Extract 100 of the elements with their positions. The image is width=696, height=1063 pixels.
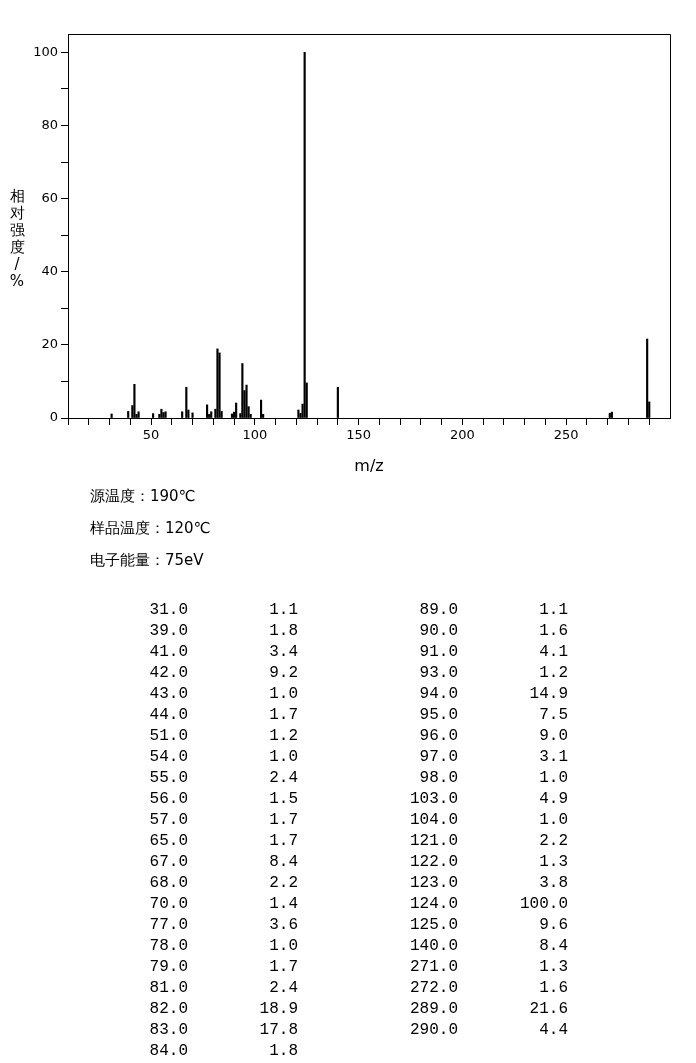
category-label: 79.0	[148, 957, 188, 978]
x-tick-label: 250	[553, 427, 579, 443]
category-label: 289.0	[409, 999, 458, 1020]
category-label: 140.0	[409, 936, 458, 957]
category-label: 44.0	[148, 705, 188, 726]
text: 1.7	[269, 706, 298, 724]
text: 8.4	[269, 853, 298, 871]
category-label: 98.0	[418, 768, 458, 789]
text: 1.8	[269, 1042, 298, 1060]
text: 1.0	[539, 811, 568, 829]
category-label: 67.0	[148, 852, 188, 873]
text: 源温度：190℃	[90, 486, 197, 507]
text: 2.4	[269, 979, 298, 997]
category-label: 55.0	[148, 768, 188, 789]
category-label: 77.0	[148, 915, 188, 936]
text: 电子能量：75eV	[90, 550, 205, 571]
text: 1.8	[269, 622, 298, 640]
text: 3.8	[539, 874, 568, 892]
text: 1.1	[269, 601, 298, 619]
x-tick-label: 50	[142, 427, 160, 443]
text: 1.2	[269, 727, 298, 745]
category-label: 103.0	[409, 789, 458, 810]
category-label: 123.0	[409, 873, 458, 894]
text: 1.0	[269, 937, 298, 955]
x-axis-title: m/z	[354, 455, 384, 475]
category-label: 81.0	[148, 978, 188, 999]
x-tick-label: 150	[346, 427, 372, 443]
category-label: 290.0	[409, 1020, 458, 1041]
category-label: 57.0	[148, 810, 188, 831]
text: 4.9	[539, 790, 568, 808]
text: 9.6	[539, 916, 568, 934]
text: 2.4	[269, 769, 298, 787]
text: 1.0	[539, 769, 568, 787]
text: 100.0	[519, 895, 568, 913]
category-label: 82.0	[148, 999, 188, 1020]
text: 7.5	[539, 706, 568, 724]
y-tick-label: 0	[49, 409, 58, 425]
y-tick-label: 40	[41, 263, 58, 279]
text: 9.2	[269, 664, 298, 682]
category-label: 70.0	[148, 894, 188, 915]
x-tick-label: 100	[242, 427, 268, 443]
text: 9.0	[539, 727, 568, 745]
text: 1.6	[539, 979, 568, 997]
text: 14.9	[529, 685, 568, 703]
category-label: 84.0	[148, 1041, 188, 1062]
y-tick-label: 20	[41, 336, 58, 352]
y-tick-label: 60	[41, 189, 58, 205]
category-label: 97.0	[418, 747, 458, 768]
text: 3.4	[269, 643, 298, 661]
category-label: 89.0	[418, 600, 458, 621]
category-label: 65.0	[148, 831, 188, 852]
text: 1.0	[269, 685, 298, 703]
category-label: 83.0	[148, 1020, 188, 1041]
text: 1.3	[539, 853, 568, 871]
category-label: 93.0	[418, 663, 458, 684]
text: 1.6	[539, 622, 568, 640]
text: 1.5	[269, 790, 298, 808]
text: 18.9	[259, 1000, 298, 1018]
category-label: 54.0	[148, 747, 188, 768]
category-label: 43.0	[148, 684, 188, 705]
text: 1.2	[539, 664, 568, 682]
category-label: 125.0	[409, 915, 458, 936]
category-label: 104.0	[409, 810, 458, 831]
text: 2.2	[539, 832, 568, 850]
text: 21.6	[529, 1000, 568, 1018]
text: 样品温度：120℃	[90, 518, 212, 539]
text: 4.1	[539, 643, 568, 661]
y-tick-label: 100	[33, 43, 58, 59]
text: 2.2	[269, 874, 298, 892]
category-label: 39.0	[148, 621, 188, 642]
y-tick-label: 80	[41, 116, 58, 132]
category-label: 41.0	[148, 642, 188, 663]
text: 1.7	[269, 811, 298, 829]
category-label: 122.0	[409, 852, 458, 873]
category-label: 96.0	[418, 726, 458, 747]
category-label: 95.0	[418, 705, 458, 726]
category-label: 51.0	[148, 726, 188, 747]
text: 1.3	[539, 958, 568, 976]
category-label: 121.0	[409, 831, 458, 852]
text: 17.8	[259, 1021, 298, 1039]
text: 3.6	[269, 916, 298, 934]
x-tick-label: 200	[450, 427, 475, 443]
category-label: 91.0	[418, 642, 458, 663]
y-axis-title: 相对强度/%	[8, 187, 26, 290]
category-label: 90.0	[418, 621, 458, 642]
text: 4.4	[539, 1021, 568, 1039]
category-label: 42.0	[148, 663, 188, 684]
category-label: 94.0	[418, 684, 458, 705]
text: 1.1	[539, 601, 568, 619]
text: 3.1	[539, 748, 568, 766]
text: 1.0	[269, 748, 298, 766]
category-label: 78.0	[148, 936, 188, 957]
category-label: 271.0	[409, 957, 458, 978]
text: 1.7	[269, 832, 298, 850]
category-label: 272.0	[409, 978, 458, 999]
category-label: 68.0	[148, 873, 188, 894]
text: 8.4	[539, 937, 568, 955]
category-label: 124.0	[409, 894, 458, 915]
category-label: 56.0	[148, 789, 188, 810]
text: 1.4	[269, 895, 298, 913]
